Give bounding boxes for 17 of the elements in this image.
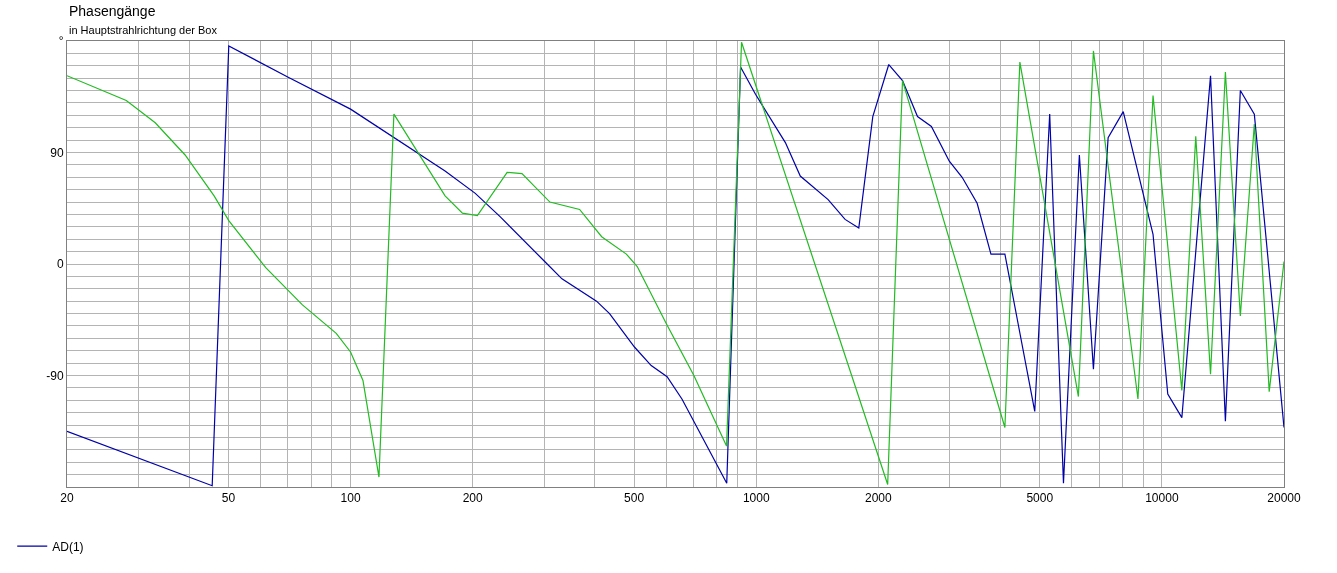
y-tick-label: 0: [56, 257, 64, 272]
x-tick-label: 20000: [1267, 491, 1302, 506]
x-tick-label: 200: [462, 491, 483, 506]
legend-label: AD(1): [52, 539, 84, 554]
y-tick-label: 90: [50, 145, 64, 160]
x-tick-label: 1000: [742, 491, 770, 506]
x-tick-label: 50: [221, 491, 236, 506]
y-tick-label: °: [58, 34, 64, 49]
x-tick-label: 10000: [1145, 491, 1179, 506]
y-tick-label: -90: [46, 368, 64, 383]
x-tick-label: 2000: [864, 491, 892, 506]
x-tick-label: 20: [60, 491, 74, 506]
x-tick-label: 5000: [1026, 491, 1054, 506]
x-tick-label: 100: [340, 491, 361, 506]
chart-title: Phasengänge: [69, 3, 156, 19]
x-tick-label: 500: [624, 491, 645, 506]
chart-subtitle: in Hauptstrahlrichtung der Box: [69, 24, 218, 36]
